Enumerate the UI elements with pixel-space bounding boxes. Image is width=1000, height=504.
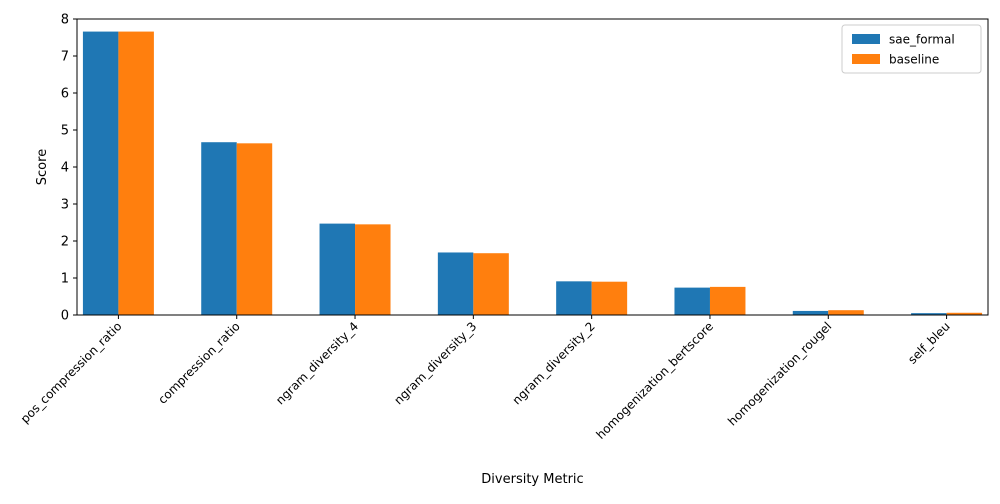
bar-baseline-pos_compression_ratio (118, 31, 154, 316)
plot-frame (76, 18, 989, 316)
x-tick-label: ngram_diversity_4 (273, 319, 361, 407)
bar-baseline-self_bleu (946, 312, 983, 315)
y-tick-label: 5 (61, 124, 69, 139)
bar-sae_formal-homogenization_rougel (792, 310, 829, 315)
x-tick-label: self_bleu (905, 319, 952, 366)
bar-baseline-ngram_diversity_3 (473, 253, 509, 315)
y-axis-ticks: 0 1 2 3 4 5 6 7 8 (61, 13, 77, 324)
x-axis-ticks: pos_compression_ratio compression_ratio ng… (18, 315, 953, 442)
x-tick-label: compression_ratio (155, 319, 243, 407)
y-tick-label: 3 (61, 198, 69, 213)
y-axis-label: Score (35, 149, 50, 185)
x-tick-label: ngram_diversity_2 (510, 319, 598, 407)
x-tick-label: homogenization_rougel (725, 319, 834, 428)
bar-sae_formal-self_bleu (911, 313, 947, 315)
legend-label-baseline: baseline (889, 53, 939, 67)
bar-baseline-ngram_diversity_2 (591, 281, 628, 315)
legend-label-sae_formal: sae_formal (889, 33, 955, 47)
y-tick-label: 1 (61, 272, 69, 287)
legend: sae_formal baseline (841, 24, 982, 74)
legend-swatch-baseline (852, 54, 880, 64)
bar-sae_formal-ngram_diversity_3 (437, 252, 474, 315)
x-tick-label: homogenization_bertscore (593, 319, 716, 442)
x-tick-label: ngram_diversity_3 (391, 319, 479, 407)
bars-layer (82, 31, 983, 316)
y-tick-label: 4 (61, 161, 69, 176)
bar-sae_formal-compression_ratio (201, 142, 237, 315)
bar-sae_formal-homogenization_bertscore (674, 287, 710, 315)
y-tick-label: 7 (61, 50, 69, 65)
y-tick-label: 0 (61, 309, 69, 324)
x-axis-label: Diversity Metric (481, 472, 583, 487)
bar-baseline-homogenization_bertscore (709, 286, 746, 315)
bar-sae_formal-ngram_diversity_2 (556, 281, 592, 315)
bar-baseline-ngram_diversity_4 (355, 224, 391, 315)
bar-sae_formal-pos_compression_ratio (82, 31, 119, 316)
y-tick-label: 8 (61, 13, 69, 28)
bar-baseline-homogenization_rougel (828, 310, 864, 315)
bar-sae_formal-ngram_diversity_4 (319, 223, 356, 315)
y-tick-label: 2 (61, 235, 69, 250)
bar-baseline-compression_ratio (236, 143, 273, 315)
y-tick-label: 6 (61, 87, 69, 102)
legend-swatch-sae_formal (852, 34, 880, 44)
x-tick-label: pos_compression_ratio (18, 319, 125, 426)
